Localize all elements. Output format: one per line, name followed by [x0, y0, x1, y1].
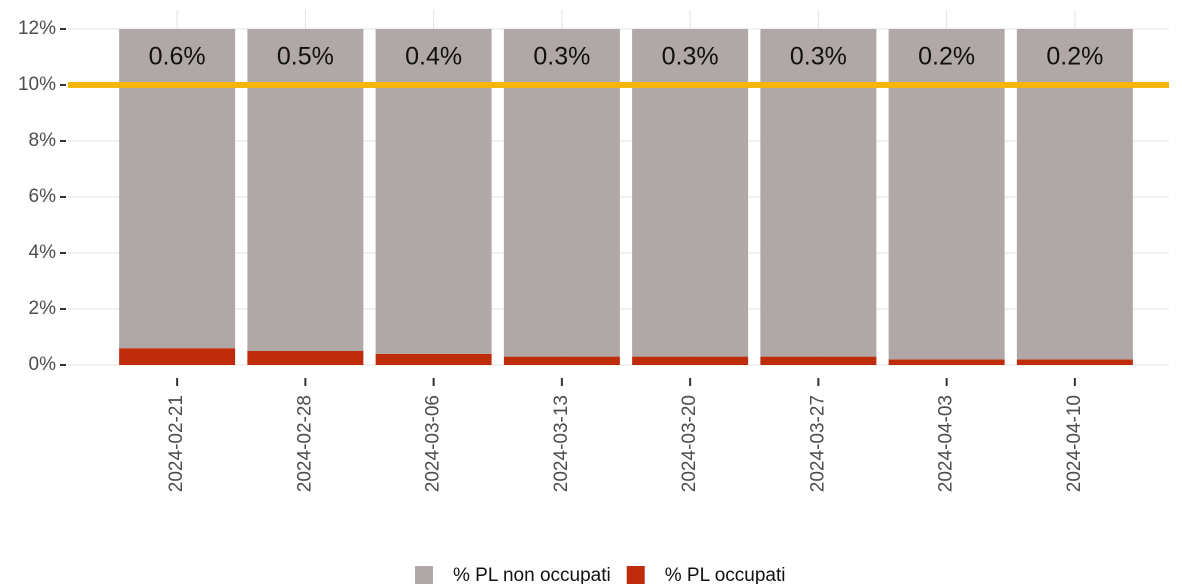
data-label: 0.6%: [149, 43, 206, 71]
data-label: 0.4%: [405, 43, 462, 71]
bar-segment: [247, 351, 364, 365]
data-label: 0.3%: [662, 43, 719, 71]
bar-segment: [119, 29, 236, 349]
bar-segment: [503, 356, 620, 365]
bar-segment: [247, 29, 364, 351]
data-label: 0.3%: [790, 43, 847, 71]
bar-segment: [375, 29, 492, 354]
bar-segment: [888, 359, 1005, 365]
legend-label: % PL occupati: [665, 565, 786, 584]
data-label: 0.3%: [533, 43, 590, 71]
x-tick-label: 2024-03-27: [807, 395, 828, 492]
bar-segment: [632, 29, 749, 357]
legend-label: % PL non occupati: [453, 565, 611, 584]
y-tick-label: 10%: [18, 74, 56, 95]
bar-segment: [632, 356, 749, 365]
bar-segment: [119, 348, 236, 365]
data-label: 0.5%: [277, 43, 334, 71]
bar-segment: [1016, 29, 1133, 360]
legend-swatch: [415, 566, 433, 584]
bar-segment: [503, 29, 620, 357]
x-tick-label: 2024-02-28: [294, 395, 315, 492]
y-tick-label: 8%: [29, 130, 57, 151]
x-tick-label: 2024-02-21: [166, 395, 187, 492]
bar-segment: [375, 353, 492, 365]
y-tick-label: 4%: [29, 242, 57, 263]
x-tick-label: 2024-03-13: [551, 395, 572, 492]
x-tick-label: 2024-04-03: [936, 395, 957, 492]
bar-segment: [760, 29, 877, 357]
bar-segment: [760, 356, 877, 365]
y-tick-label: 0%: [29, 354, 57, 375]
legend-swatch: [626, 566, 645, 584]
y-tick-label: 6%: [29, 186, 57, 207]
x-tick-label: 2024-03-06: [423, 395, 444, 492]
data-label: 0.2%: [918, 43, 975, 71]
y-tick-label: 12%: [18, 18, 56, 39]
bar-segment: [1016, 359, 1133, 365]
data-label: 0.2%: [1046, 43, 1103, 71]
y-tick-label: 2%: [29, 298, 57, 319]
bar-segment: [888, 29, 1005, 360]
x-tick-label: 2024-03-20: [679, 395, 700, 492]
x-tick-label: 2024-04-10: [1064, 395, 1085, 492]
